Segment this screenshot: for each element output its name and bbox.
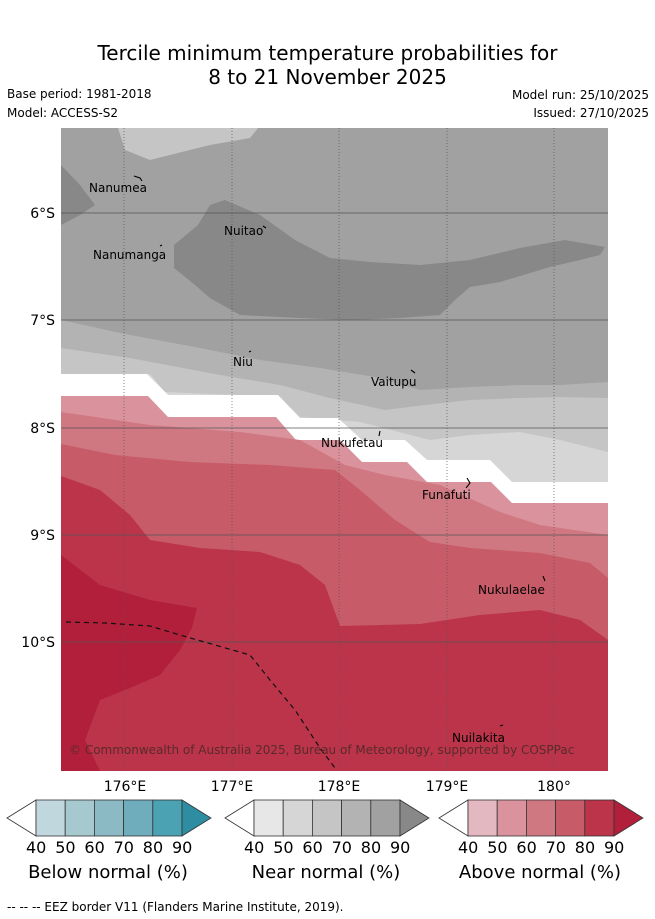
- above-normal-90-area: [61, 555, 197, 771]
- near-normal-colorbar-swatch-5: [370, 799, 401, 837]
- colorbars: [6, 799, 644, 837]
- niu-island: [248, 350, 252, 353]
- above-normal-colorbar-swatch-5: [584, 799, 615, 837]
- above-normal-colorbar-swatch-6: [613, 799, 644, 837]
- near-normal-tick-70: 70: [331, 838, 352, 857]
- near-normal-colorbar-swatch-6: [399, 799, 430, 837]
- place-label-vaitupu: Vaitupu: [371, 375, 417, 389]
- below-normal-colorbar-swatch-1: [35, 799, 66, 837]
- lat-label-7s: 7°S: [30, 313, 55, 329]
- lat-label-10s: 10°S: [21, 635, 55, 651]
- lon-label-177e: 177°E: [211, 779, 254, 795]
- funafuti-island: [465, 477, 471, 489]
- near-normal-colorbar-swatch-2: [282, 799, 313, 837]
- above-normal-tick-90: 90: [604, 838, 625, 857]
- near-normal-colorbar-swatch-1: [253, 799, 284, 837]
- above-normal-colorbar-low-arrow: [438, 799, 469, 837]
- below-normal-colorbar-swatch-2: [64, 799, 95, 837]
- below-normal-colorbar-low-arrow: [6, 799, 37, 837]
- copyright-notice: © Commonwealth of Australia 2025, Bureau…: [69, 743, 574, 757]
- above-normal-tick-50: 50: [487, 838, 508, 857]
- map-title-line2: 8 to 21 November 2025: [208, 65, 447, 89]
- below-normal-tick-60: 60: [84, 838, 105, 857]
- below-normal-tick-80: 80: [142, 838, 164, 857]
- below-normal-colorbar-swatch-5: [152, 799, 183, 837]
- near-normal-tick-40: 40: [244, 838, 265, 857]
- model-run: Model run: 25/10/2025: [511, 88, 649, 102]
- place-label-niu: Niu: [233, 355, 253, 369]
- lon-label-178e: 178°E: [318, 779, 361, 795]
- place-label-nanumanga: Nanumanga: [93, 248, 166, 262]
- above-normal-80-band: [61, 476, 608, 771]
- nanumea-island: [133, 175, 143, 182]
- nuilakita-island: [499, 724, 504, 727]
- lon-label-180: 180°: [537, 779, 571, 795]
- vaitupu-island: [410, 369, 416, 374]
- near-normal-tick-90: 90: [390, 838, 411, 857]
- above-normal-tick-40: 40: [458, 838, 479, 857]
- eez-footnote: -- -- -- EEZ border V11 (Flanders Marine…: [7, 900, 344, 914]
- near-normal-tick-60: 60: [302, 838, 323, 857]
- near-normal-90-band: [174, 200, 605, 320]
- place-label-nuilakita: Nuilakita: [452, 731, 505, 745]
- near-normal-colorbar-low-arrow: [224, 799, 255, 837]
- lat-label-9s: 9°S: [30, 528, 55, 544]
- below-normal-tick-50: 50: [55, 838, 76, 857]
- near-normal-tick-80: 80: [360, 838, 382, 857]
- below-normal-tick-90: 90: [172, 838, 193, 857]
- below-normal-colorbar-swatch-3: [94, 799, 125, 837]
- below-normal-colorbar-swatch-6: [181, 799, 212, 837]
- eez-border: [65, 621, 336, 769]
- graticule: [61, 128, 608, 771]
- lat-label-8s: 8°S: [30, 421, 55, 437]
- base-period: Base period: 1981-2018: [7, 87, 152, 101]
- below-normal-colorbar-swatch-4: [123, 799, 154, 837]
- nukufetau-island: [378, 430, 381, 437]
- map-title-line1: Tercile minimum temperature probabilitie…: [97, 41, 558, 65]
- below-normal-label: Below normal (%): [28, 862, 188, 883]
- issued-date: Issued: 27/10/2025: [533, 106, 649, 120]
- above-normal-colorbar-swatch-3: [526, 799, 557, 837]
- probability-shading: [61, 128, 608, 771]
- near-normal-60-patch: [118, 128, 258, 160]
- place-label-nanumea: Nanumea: [89, 181, 147, 195]
- nuitao-island: [262, 225, 267, 229]
- below-normal-tick-70: 70: [113, 838, 134, 857]
- near-normal-label: Near normal (%): [251, 862, 401, 883]
- above-normal-colorbar-swatch-2: [496, 799, 527, 837]
- place-label-nukufetau: Nukufetau: [321, 436, 383, 450]
- place-label-nuitao: Nuitao: [224, 224, 263, 238]
- nanumanga-island: [159, 244, 163, 247]
- above-normal-tick-70: 70: [545, 838, 566, 857]
- near-normal-colorbar-swatch-3: [311, 799, 342, 837]
- islands: [133, 175, 546, 727]
- lon-label-176e: 176°E: [104, 779, 147, 795]
- above-normal-label: Above normal (%): [458, 862, 622, 883]
- above-normal-tick-80: 80: [574, 838, 596, 857]
- place-label-funafuti: Funafuti: [422, 488, 471, 502]
- place-label-nukulaelae: Nukulaelae: [478, 583, 545, 597]
- above-normal-colorbar-swatch-4: [555, 799, 586, 837]
- above-normal-tick-60: 60: [516, 838, 537, 857]
- near-normal-colorbar-swatch-4: [341, 799, 372, 837]
- lat-label-6s: 6°S: [30, 206, 55, 222]
- model-name: Model: ACCESS-S2: [7, 106, 119, 120]
- near-normal-tick-50: 50: [273, 838, 294, 857]
- above-normal-colorbar-swatch-1: [467, 799, 498, 837]
- below-normal-tick-40: 40: [26, 838, 47, 857]
- lon-label-179e: 179°E: [426, 779, 469, 795]
- near-normal-90-west: [61, 165, 95, 225]
- nukulaelae-island: [542, 575, 546, 582]
